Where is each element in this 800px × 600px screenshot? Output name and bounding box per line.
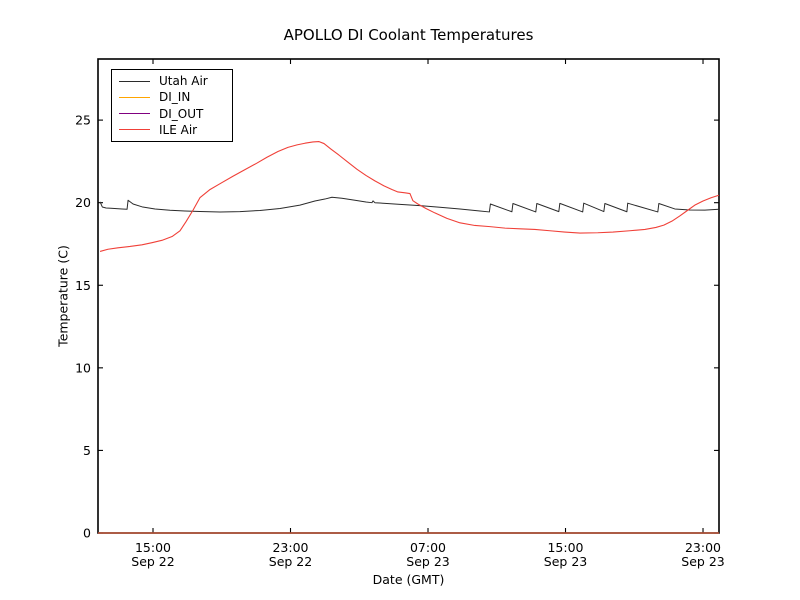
y-tick-label: 20 xyxy=(75,195,91,210)
x-tick-label-time: 07:00 xyxy=(410,540,446,555)
legend-entry-utah-air: Utah Air xyxy=(112,74,232,89)
legend-label-di-out: DI_OUT xyxy=(159,106,204,121)
x-axis-label: Date (GMT) xyxy=(372,572,445,587)
x-tick-label-date: Sep 23 xyxy=(406,554,449,569)
legend-label-ile-air: ILE Air xyxy=(159,122,198,137)
legend-line-sample-utah-air xyxy=(119,80,150,82)
x-tick-label-date: Sep 22 xyxy=(131,554,174,569)
legend-entry-di-in: DI_IN xyxy=(112,90,232,105)
x-tick-label-date: Sep 23 xyxy=(544,554,587,569)
series-line-ile-air xyxy=(99,141,719,252)
y-tick-label: 0 xyxy=(83,526,91,541)
series-line-utah-air xyxy=(99,196,719,213)
legend-line-sample-ile-air xyxy=(119,129,150,131)
x-tick-label-time: 15:00 xyxy=(547,540,583,555)
y-tick-label: 10 xyxy=(75,360,91,375)
legend-line-sample-di-out xyxy=(119,113,150,115)
legend-entry-ile-air: ILE Air xyxy=(112,122,232,137)
legend-entry-di-out: DI_OUT xyxy=(112,106,232,121)
y-tick-label: 15 xyxy=(75,278,91,293)
x-tick-label-time: 15:00 xyxy=(135,540,171,555)
x-tick-label-time: 23:00 xyxy=(272,540,308,555)
x-tick-label-date: Sep 22 xyxy=(269,554,312,569)
legend-label-utah-air: Utah Air xyxy=(159,74,208,89)
y-tick-label: 25 xyxy=(75,113,91,128)
y-tick-label: 5 xyxy=(83,443,91,458)
chart-title: APOLLO DI Coolant Temperatures xyxy=(283,26,534,44)
x-tick-label-date: Sep 23 xyxy=(681,554,724,569)
legend-line-sample-di-in xyxy=(119,96,150,98)
legend: Utah Air DI_IN DI_OUT ILE Air xyxy=(111,69,233,142)
x-tick-label-time: 23:00 xyxy=(685,540,721,555)
legend-label-di-in: DI_IN xyxy=(159,90,191,105)
y-axis-label: Temperature (C) xyxy=(55,245,71,347)
